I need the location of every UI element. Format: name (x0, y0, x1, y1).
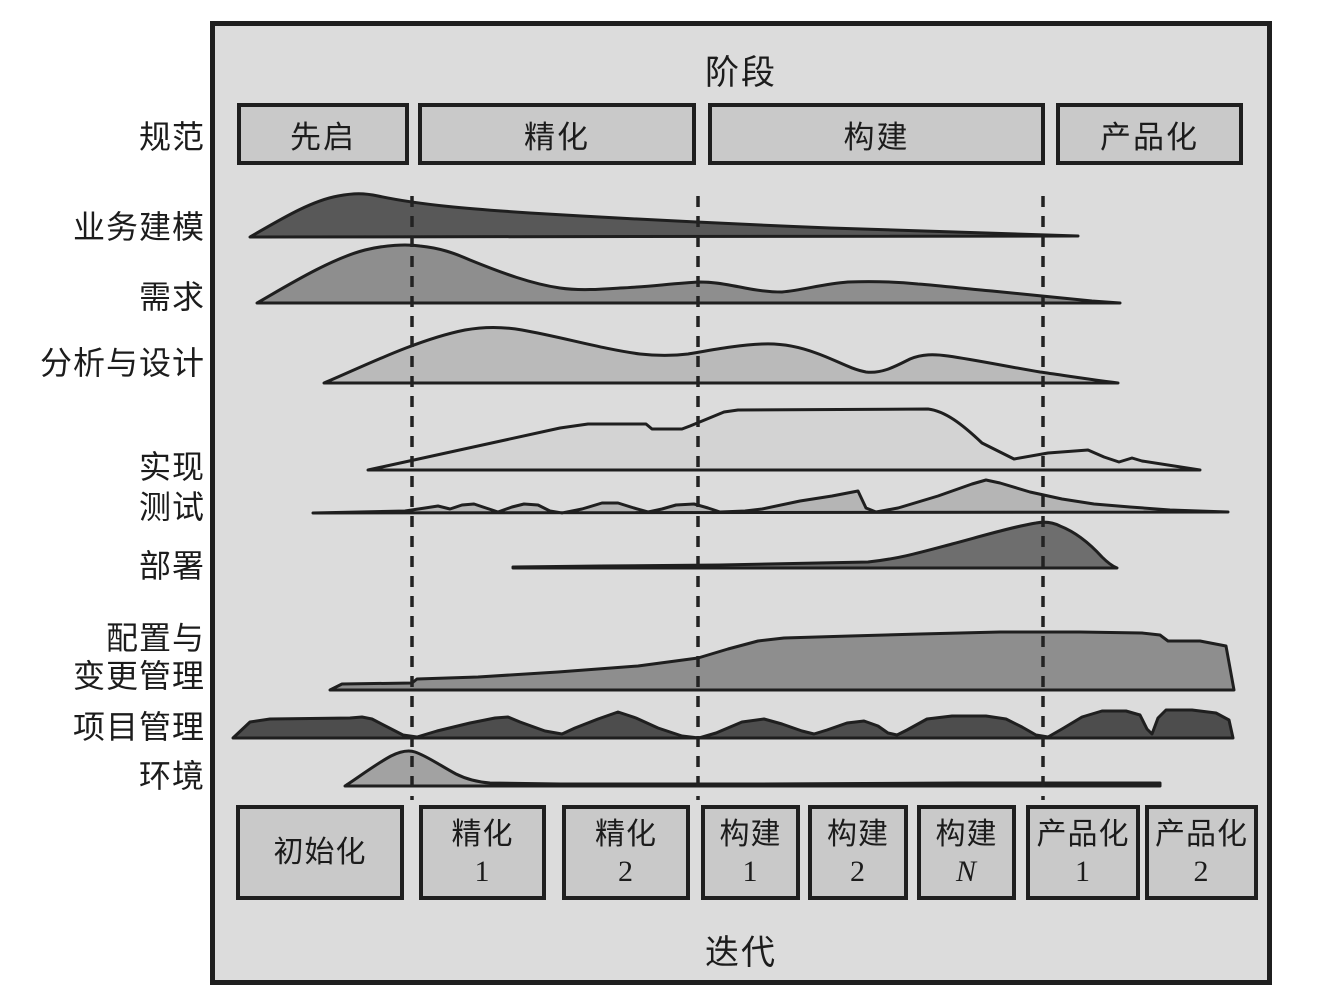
phase-box-inception: 先启 (237, 103, 409, 165)
iteration-label-line2: 1 (474, 854, 491, 888)
iterations-title: 迭代 (705, 935, 777, 972)
label-analysis-design: 分析与设计 (39, 345, 205, 381)
phases-title: 阶段 (705, 55, 777, 92)
iteration-label-line1: 产品化 (1155, 817, 1248, 851)
iteration-box-construction-1: 构建 1 (701, 805, 800, 900)
iteration-label-line1: 构建 (935, 817, 998, 851)
label-implementation: 实现 (138, 449, 205, 485)
iteration-label-line2: 2 (1193, 854, 1210, 888)
iteration-label-line2: N (955, 854, 977, 888)
label-environment: 环境 (138, 758, 205, 794)
iteration-label-line2: 2 (618, 854, 634, 888)
label-test: 测试 (138, 489, 205, 525)
iteration-box-construction-n: 构建 N (917, 805, 1016, 900)
label-config-change-mgmt: 配置与 变更管理 (72, 620, 205, 694)
iteration-box-elaboration-1: 精化 1 (419, 805, 546, 900)
iteration-box-initial: 初始化 (236, 805, 404, 900)
iteration-label-line1: 构建 (827, 817, 889, 851)
phase-label: 产品化 (1100, 119, 1199, 155)
label-project-mgmt: 项目管理 (72, 709, 205, 745)
phase-label: 构建 (843, 119, 910, 155)
iteration-label-line1: 精化 (451, 817, 514, 851)
phase-box-elaboration: 精化 (418, 103, 696, 165)
phase-label: 精化 (524, 119, 590, 155)
iteration-label-line2: 2 (850, 854, 866, 888)
iteration-label-line2: 1 (742, 854, 759, 888)
phase-box-construction: 构建 (708, 103, 1045, 165)
iteration-box-transition-2: 产品化 2 (1145, 805, 1258, 900)
label-business-modeling: 业务建模 (72, 209, 205, 245)
phase-box-transition: 产品化 (1056, 103, 1243, 165)
disciplines-header: 规范 (138, 119, 205, 155)
label-deployment: 部署 (138, 548, 205, 584)
iteration-box-transition-1: 产品化 1 (1026, 805, 1140, 900)
iteration-label-line1: 初始化 (273, 836, 367, 869)
phase-label: 先启 (290, 119, 356, 155)
iteration-label-line1: 构建 (719, 817, 782, 851)
iteration-box-construction-2: 构建 2 (808, 805, 908, 900)
iteration-label-line2: 1 (1075, 854, 1091, 888)
label-requirements: 需求 (138, 279, 205, 315)
iteration-label-line1: 精化 (595, 817, 657, 851)
iteration-box-elaboration-2: 精化 2 (562, 805, 690, 900)
iteration-label-line1: 产品化 (1036, 817, 1130, 851)
